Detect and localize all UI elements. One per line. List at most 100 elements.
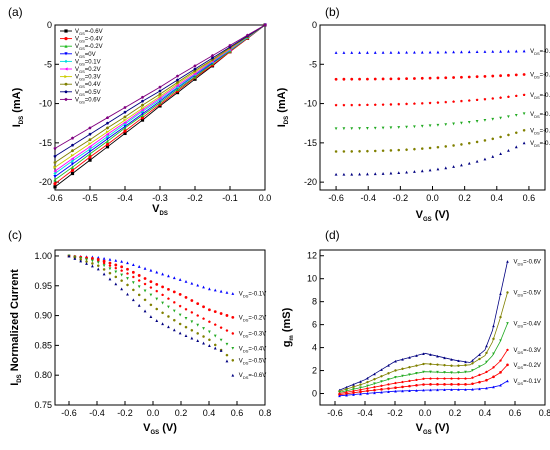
data-point [190,311,194,314]
data-point [380,388,383,391]
data-point [514,49,518,53]
data-point [420,124,424,128]
data-point [175,74,180,78]
x-tick-label: -0.3 [152,193,168,203]
data-point [108,261,112,265]
data-point [208,320,211,323]
data-point [70,171,75,176]
data-point [120,273,124,277]
data-point [366,380,369,384]
data-point [359,388,362,391]
x-tick-label: -0.4 [357,408,373,418]
data-point [193,64,197,68]
data-point [394,359,397,363]
data-point [85,258,88,262]
data-point [475,159,479,163]
data-point [413,170,416,173]
data-point [105,121,110,125]
data-point [359,380,362,383]
y-axis-title: IDS (mA) [11,87,25,127]
data-point [228,43,232,47]
data-point [464,370,467,374]
data-point [108,257,112,261]
data-point [208,344,211,347]
data-point [123,118,127,122]
data-point [350,103,354,107]
data-point [452,144,455,147]
data-point [443,383,446,386]
data-point [457,388,460,391]
series-label: VDS=-0.1V [530,49,550,56]
data-point [394,376,397,379]
data-point [120,287,124,291]
data-point [70,156,75,161]
data-point [155,270,159,274]
data-point [132,288,135,292]
x-tick-label: 0.0 [419,408,432,418]
data-point [373,77,377,81]
data-point [158,96,162,100]
data-point [190,336,194,340]
data-point [70,143,75,147]
data-point [429,353,432,356]
data-point [491,155,495,158]
data-point [334,77,338,81]
data-point [514,73,518,77]
data-point [53,171,57,176]
data-point [366,392,369,395]
data-point [172,290,176,294]
data-point [175,85,180,89]
data-point [137,285,141,289]
data-point [149,280,153,284]
x-axis-title: VGS (V) [143,422,177,436]
series-label: VDS=-0.3V [530,93,550,100]
data-point [389,171,393,175]
data-point [88,138,92,142]
data-point [415,364,418,367]
data-point [478,380,481,384]
data-point [373,388,376,392]
x-tick-label: 0.2 [449,408,462,418]
x-tick-label: 0.6 [231,408,244,418]
data-point [155,319,159,322]
data-point [350,172,354,176]
series-line [339,292,508,392]
data-point [389,50,393,54]
data-point [408,365,411,369]
data-point [389,103,393,106]
data-point [413,77,416,80]
data-point [105,130,110,134]
data-point [184,295,188,299]
data-point [342,172,346,176]
data-point [436,145,440,149]
data-point [161,285,165,289]
data-point [483,157,487,161]
data-point [105,132,110,136]
data-point [114,270,118,274]
data-point [499,383,502,387]
y-tick-label: -20 [39,177,52,187]
data-point [64,90,68,94]
data-point [401,385,404,389]
y-axis-title: IDS (mA) [276,87,290,127]
x-tick-label: -0.6 [328,193,344,203]
data-point [196,323,200,327]
y-tick-label: 0.80 [34,370,52,380]
data-point [114,282,118,286]
x-tick-label: -0.4 [117,193,133,203]
data-point [225,353,229,357]
plot-frame [319,249,546,406]
data-point [373,385,376,389]
data-point [96,255,100,259]
data-point [114,258,118,262]
data-point [149,315,153,318]
data-point [359,390,362,394]
data-point [213,323,217,326]
y-tick-label: 0.85 [34,340,52,350]
data-point [464,383,467,386]
data-point [91,259,94,263]
data-point [96,261,100,264]
y-tick-label: -10 [39,99,52,109]
data-point [178,322,182,326]
data-point [444,145,447,148]
